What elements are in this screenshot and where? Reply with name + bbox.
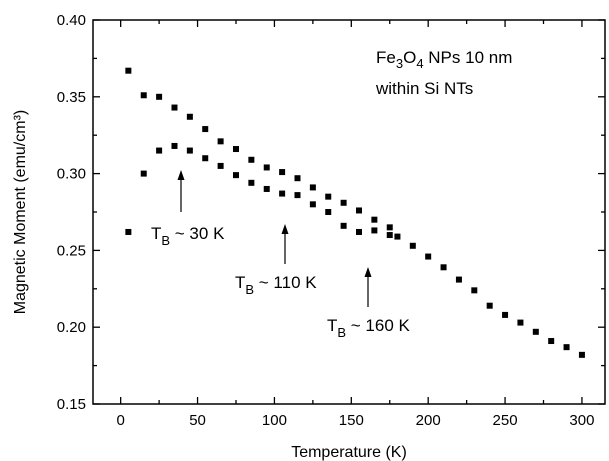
x-tick-label: 0 [117,412,125,429]
data-point [355,228,362,235]
data-point [386,232,393,239]
data-markers [125,67,585,358]
x-tick-label: 100 [262,412,287,429]
data-point [171,142,178,149]
data-point [217,138,224,145]
data-point [294,175,301,182]
data-point [263,185,270,192]
sample-sublabel: within Si NTs [375,79,473,98]
data-point [125,67,132,74]
data-point [248,156,255,163]
data-point [517,319,524,326]
data-point [386,224,393,231]
y-tick-label: 0.15 [57,396,86,413]
data-point [371,216,378,223]
plot-frame [92,19,606,405]
tick-labels: 0 50 100 150 200 250 300 0.15 0.20 0.25 0.30 0.35 0.… [57,12,595,429]
data-point [294,192,301,199]
data-point [486,302,493,309]
data-point [217,162,224,169]
data-point [309,201,316,208]
tb-160k-arrow [364,267,372,307]
data-point [248,179,255,186]
data-point [202,155,209,162]
data-point [156,93,163,100]
data-point [325,209,332,215]
data-point [202,126,209,133]
data-point [279,190,286,197]
data-point [279,169,286,176]
y-axis-title: Magnetic Moment (emu/cm³) [12,110,29,315]
x-tick-label: 250 [493,412,518,429]
tb-110k-label: TB ~ 110 K [235,273,317,297]
tb-30k-label: TB ~ 30 K [151,224,225,248]
data-point [186,113,193,120]
x-tick-label: 150 [339,412,364,429]
y-tick-label: 0.20 [57,319,86,336]
y-tick-label: 0.40 [57,12,86,29]
sample-label: Fe3O4 NPs 10 nm [376,48,512,71]
data-point [355,207,362,214]
data-point [263,164,270,171]
data-point [156,147,163,154]
x-tick-label: 300 [569,412,594,429]
data-point [309,184,316,191]
data-point [232,172,239,179]
data-point [471,287,478,294]
x-tick-label: 50 [189,412,206,429]
data-point [171,104,178,111]
data-point [325,193,332,200]
y-tick-label: 0.25 [57,242,86,259]
data-point [140,170,147,177]
data-point [394,233,401,240]
tb-110k-arrow [281,224,289,264]
y-tick-label: 0.30 [57,166,86,183]
axis-ticks [93,19,605,405]
data-point [425,253,432,260]
tb-30k-arrow [177,170,185,212]
data-point [409,242,416,249]
data-point [455,276,462,283]
data-point [340,199,347,206]
data-point [232,146,239,153]
x-tick-label: 200 [416,412,441,429]
y-tick-label: 0.35 [57,89,86,106]
data-point [186,147,193,154]
data-point [578,351,585,358]
data-point [440,264,447,271]
x-axis-title: Temperature (K) [291,444,407,461]
data-point [340,222,347,229]
data-point [371,227,378,234]
data-point [140,92,147,99]
data-point [548,338,555,345]
data-point [563,344,570,351]
data-point [125,228,132,235]
tb-160k-label: TB ~ 160 K [327,316,411,340]
data-point [502,311,509,318]
data-point [532,328,539,335]
